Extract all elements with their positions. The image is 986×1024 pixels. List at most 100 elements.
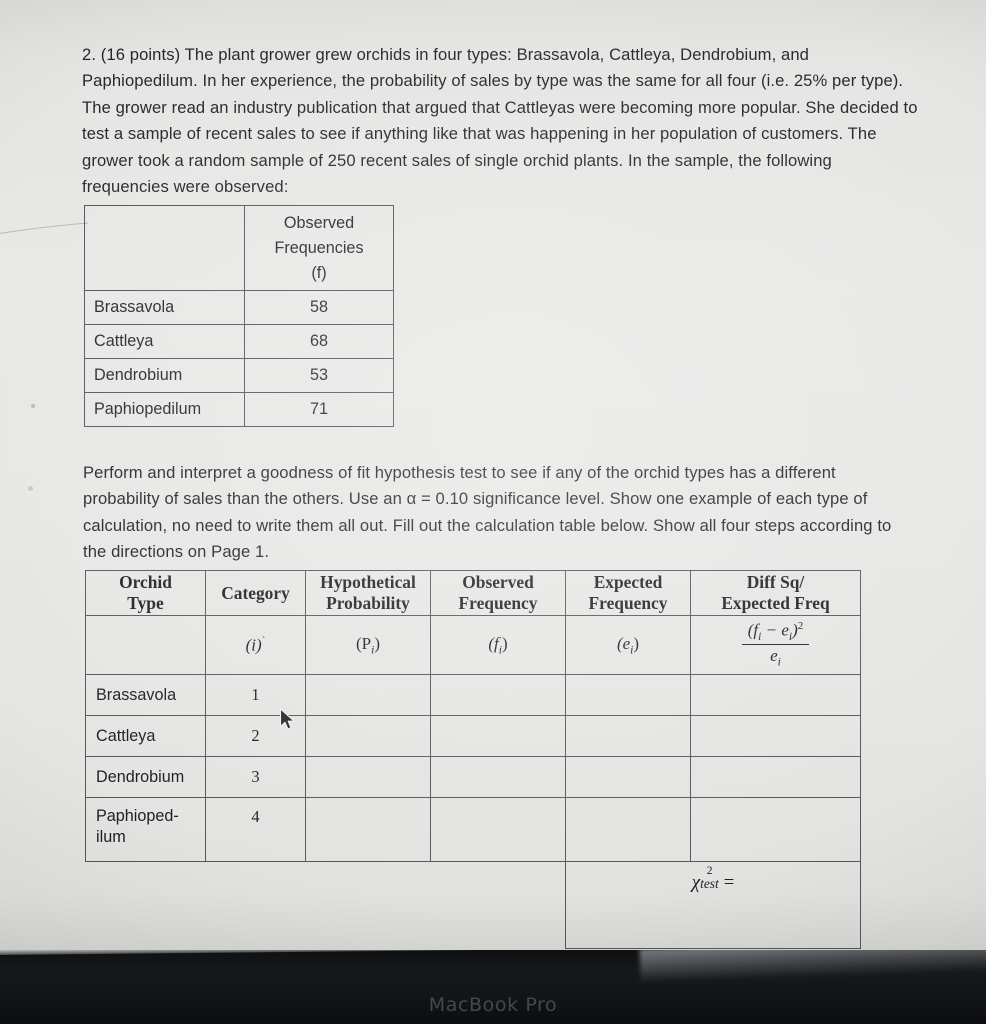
question-2-prompt-paragraph: 2. (16 points) The plant grower grew orc… bbox=[82, 45, 918, 197]
num-exponent: 2 bbox=[797, 619, 804, 632]
header-line2: Frequency bbox=[458, 593, 538, 613]
calc-orchid-type-cell: Dendrobium bbox=[85, 756, 206, 798]
calc-expected-frequency-cell[interactable] bbox=[565, 756, 691, 798]
observed-header-line1: Observed bbox=[283, 213, 355, 232]
orchid-type-cell: Dendrobium bbox=[84, 358, 245, 393]
chi-subscript: test bbox=[700, 876, 719, 891]
symbol-e-sub: i bbox=[630, 644, 634, 657]
bezel-glint bbox=[639, 950, 986, 983]
table-row: Dendrobium 53 bbox=[84, 358, 394, 393]
symbol-f-close: ) bbox=[501, 633, 508, 653]
observed-frequency-cell: 71 bbox=[244, 392, 394, 427]
calc-observed-frequency-cell[interactable] bbox=[430, 674, 566, 716]
calc-table-header-row: Orchid Type Category Hypothetical Probab… bbox=[85, 570, 861, 616]
num-f: (f bbox=[747, 620, 759, 640]
observed-frequencies-header: Observed Frequencies (f) bbox=[244, 205, 394, 291]
calc-table-symbol-row: (i)` (Pi) (fi) (ei) (fi − ei)2 ei bbox=[85, 615, 861, 675]
header-line2: Expected Freq bbox=[721, 593, 830, 613]
table-row: Cattleya 2 bbox=[85, 715, 861, 757]
orchid-type-cell: Brassavola bbox=[84, 290, 245, 325]
diff-sq-fraction: (fi − ei)2 ei bbox=[741, 619, 810, 669]
symbol-hypothetical-probability: (Pi) bbox=[305, 615, 431, 675]
document-page: 2. (16 points) The plant grower grew orc… bbox=[82, 45, 918, 949]
header-line1: Orchid bbox=[119, 572, 172, 592]
symbol-orchid-type bbox=[85, 615, 206, 675]
calc-diff-sq-cell[interactable] bbox=[690, 715, 861, 757]
spacer-cell bbox=[206, 862, 306, 949]
calc-expected-frequency-cell[interactable] bbox=[565, 715, 691, 757]
calc-expected-frequency-cell[interactable] bbox=[565, 674, 691, 716]
mouse-pointer-icon bbox=[279, 708, 295, 730]
calc-observed-frequency-cell[interactable] bbox=[430, 797, 566, 862]
symbol-e-open: (e bbox=[616, 633, 631, 653]
calc-hypothetical-probability-cell[interactable] bbox=[305, 715, 431, 757]
equals-sign: = bbox=[718, 872, 735, 893]
calc-orchid-type-cell: Paphioped- ilum bbox=[85, 797, 206, 862]
chi-square-total-row: χ 2 test = bbox=[86, 861, 861, 949]
observed-frequency-cell: 68 bbox=[244, 324, 394, 359]
spacer-cell bbox=[86, 862, 206, 949]
paper-speck bbox=[31, 404, 35, 408]
table-row: Brassavola 58 bbox=[84, 290, 394, 325]
calc-hypothetical-probability-cell[interactable] bbox=[305, 797, 431, 862]
header-category: Category bbox=[205, 570, 306, 616]
header-line2: Type bbox=[127, 593, 164, 613]
calc-category-cell: 1 bbox=[205, 674, 306, 716]
spacer-cell bbox=[306, 862, 431, 949]
paper-speck bbox=[28, 486, 33, 491]
header-orchid-type: Orchid Type bbox=[85, 570, 206, 616]
num-f-sub: i bbox=[758, 630, 762, 643]
symbol-p-sub: i bbox=[371, 644, 375, 657]
observed-frequency-cell: 53 bbox=[244, 358, 394, 393]
den-e: e bbox=[770, 646, 778, 666]
chi-exponent: 2 bbox=[706, 865, 713, 877]
header-diff-sq-over-expected: Diff Sq/ Expected Freq bbox=[690, 570, 861, 616]
calc-expected-frequency-cell[interactable] bbox=[565, 797, 691, 862]
calc-observed-frequency-cell[interactable] bbox=[430, 715, 566, 757]
laptop-bezel: MacBook Pro bbox=[0, 950, 986, 1024]
chi-square-test-cell[interactable]: χ 2 test = bbox=[565, 861, 861, 949]
symbol-expected-frequency: (ei) bbox=[565, 615, 691, 675]
observed-frequencies-table: Observed Frequencies (f) Brassavola 58 C… bbox=[84, 205, 394, 427]
calc-orchid-type-cell: Brassavola bbox=[85, 674, 206, 716]
calc-type-line2: ilum bbox=[96, 828, 126, 846]
macbook-pro-brand-text: MacBook Pro bbox=[428, 994, 558, 1016]
symbol-p-close: ) bbox=[374, 633, 380, 653]
symbol-category: (i)` bbox=[205, 615, 306, 675]
observed-header-line2: Frequencies bbox=[274, 238, 364, 257]
observed-header-line3: (f) bbox=[311, 263, 327, 282]
num-close: ) bbox=[792, 620, 798, 640]
num-minus-e: − e bbox=[761, 620, 789, 640]
chi-square-symbol: χ 2 test bbox=[691, 865, 719, 894]
calc-category-cell: 3 bbox=[205, 756, 306, 798]
observed-table-corner-cell bbox=[84, 205, 245, 291]
chi-glyph: χ bbox=[691, 872, 701, 893]
table-row: Paphioped- ilum 4 bbox=[85, 797, 861, 862]
symbol-f-sub: i bbox=[498, 644, 502, 657]
header-line1: Hypothetical bbox=[320, 572, 416, 592]
symbol-e-close: ) bbox=[633, 633, 640, 653]
calc-category-cell: 2 bbox=[205, 715, 306, 757]
calc-diff-sq-cell[interactable] bbox=[690, 756, 861, 798]
den-e-sub: i bbox=[777, 656, 781, 669]
calc-hypothetical-probability-cell[interactable] bbox=[305, 674, 431, 716]
spacer-cell bbox=[431, 862, 566, 949]
calc-observed-frequency-cell[interactable] bbox=[430, 756, 566, 798]
orchid-type-cell: Cattleya bbox=[84, 324, 245, 359]
calc-diff-sq-cell[interactable] bbox=[690, 674, 861, 716]
symbol-p-open: (P bbox=[356, 633, 372, 653]
calc-hypothetical-probability-cell[interactable] bbox=[305, 756, 431, 798]
header-line1: Observed bbox=[462, 572, 534, 592]
calc-diff-sq-cell[interactable] bbox=[690, 797, 861, 862]
calc-category-cell: 4 bbox=[205, 797, 306, 862]
fraction-numerator: (fi − ei)2 bbox=[742, 619, 810, 644]
symbol-observed-frequency: (fi) bbox=[430, 615, 566, 675]
goodness-of-fit-calculation-table: Orchid Type Category Hypothetical Probab… bbox=[85, 570, 861, 949]
calc-orchid-type-cell: Cattleya bbox=[85, 715, 206, 757]
header-line1: Diff Sq/ bbox=[746, 572, 805, 592]
table-header-row: Observed Frequencies (f) bbox=[84, 205, 394, 291]
table-row: Dendrobium 3 bbox=[85, 756, 861, 798]
header-line2: Probability bbox=[326, 593, 410, 613]
symbol-diff-sq-formula: (fi − ei)2 ei bbox=[690, 615, 861, 675]
instructions-paragraph: Perform and interpret a goodness of fit … bbox=[83, 463, 892, 562]
